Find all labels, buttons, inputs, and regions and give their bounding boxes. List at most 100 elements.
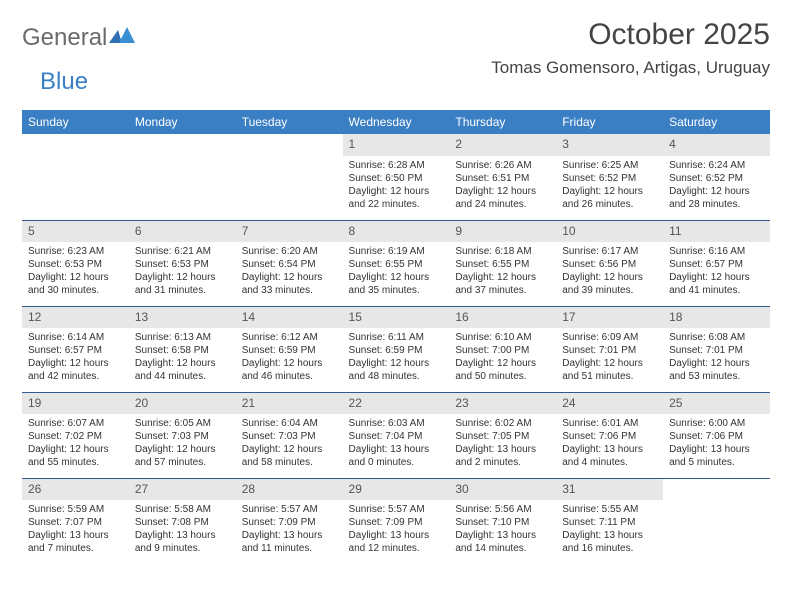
calendar-cell: 9Sunrise: 6:18 AMSunset: 6:55 PMDaylight… xyxy=(449,220,556,306)
day-number: 12 xyxy=(22,307,129,329)
day-line-sr: Sunrise: 6:11 AM xyxy=(349,331,444,344)
day-data: Sunrise: 6:07 AMSunset: 7:02 PMDaylight:… xyxy=(22,414,129,475)
day-data: Sunrise: 6:18 AMSunset: 6:55 PMDaylight:… xyxy=(449,242,556,303)
day-line-d2: and 44 minutes. xyxy=(135,370,230,383)
day-line-ss: Sunset: 6:50 PM xyxy=(349,172,444,185)
day-line-sr: Sunrise: 6:07 AM xyxy=(28,417,123,430)
day-line-d1: Daylight: 12 hours xyxy=(135,443,230,456)
day-line-d1: Daylight: 13 hours xyxy=(242,529,337,542)
day-line-d2: and 39 minutes. xyxy=(562,284,657,297)
day-number: 15 xyxy=(343,307,450,329)
day-data: Sunrise: 6:20 AMSunset: 6:54 PMDaylight:… xyxy=(236,242,343,303)
day-line-sr: Sunrise: 6:13 AM xyxy=(135,331,230,344)
day-data: Sunrise: 6:21 AMSunset: 6:53 PMDaylight:… xyxy=(129,242,236,303)
day-number: 8 xyxy=(343,221,450,243)
calendar-week: 12Sunrise: 6:14 AMSunset: 6:57 PMDayligh… xyxy=(22,306,770,392)
day-line-sr: Sunrise: 6:05 AM xyxy=(135,417,230,430)
day-line-sr: Sunrise: 5:56 AM xyxy=(455,503,550,516)
day-line-ss: Sunset: 7:03 PM xyxy=(242,430,337,443)
day-line-d1: Daylight: 12 hours xyxy=(669,357,764,370)
day-line-ss: Sunset: 7:04 PM xyxy=(349,430,444,443)
calendar-cell: 30Sunrise: 5:56 AMSunset: 7:10 PMDayligh… xyxy=(449,478,556,564)
day-line-d2: and 58 minutes. xyxy=(242,456,337,469)
calendar-cell xyxy=(236,134,343,220)
day-number: 22 xyxy=(343,393,450,415)
day-line-d2: and 41 minutes. xyxy=(669,284,764,297)
calendar-cell: 2Sunrise: 6:26 AMSunset: 6:51 PMDaylight… xyxy=(449,134,556,220)
day-data: Sunrise: 6:09 AMSunset: 7:01 PMDaylight:… xyxy=(556,328,663,389)
day-data: Sunrise: 6:03 AMSunset: 7:04 PMDaylight:… xyxy=(343,414,450,475)
day-number: 26 xyxy=(22,479,129,501)
calendar-head: SundayMondayTuesdayWednesdayThursdayFrid… xyxy=(22,110,770,134)
day-data: Sunrise: 6:00 AMSunset: 7:06 PMDaylight:… xyxy=(663,414,770,475)
day-line-d2: and 2 minutes. xyxy=(455,456,550,469)
day-line-d1: Daylight: 12 hours xyxy=(349,357,444,370)
day-line-ss: Sunset: 6:54 PM xyxy=(242,258,337,271)
calendar-page: General October 2025 Tomas Gomensoro, Ar… xyxy=(0,0,792,582)
day-number: 9 xyxy=(449,221,556,243)
calendar-cell xyxy=(663,478,770,564)
calendar-week: 1Sunrise: 6:28 AMSunset: 6:50 PMDaylight… xyxy=(22,134,770,220)
day-line-sr: Sunrise: 6:25 AM xyxy=(562,159,657,172)
calendar-cell: 5Sunrise: 6:23 AMSunset: 6:53 PMDaylight… xyxy=(22,220,129,306)
day-line-d2: and 48 minutes. xyxy=(349,370,444,383)
day-line-sr: Sunrise: 6:04 AM xyxy=(242,417,337,430)
day-number: 23 xyxy=(449,393,556,415)
day-line-ss: Sunset: 7:07 PM xyxy=(28,516,123,529)
day-line-sr: Sunrise: 5:59 AM xyxy=(28,503,123,516)
day-line-d2: and 26 minutes. xyxy=(562,198,657,211)
day-line-ss: Sunset: 7:11 PM xyxy=(562,516,657,529)
day-data: Sunrise: 5:55 AMSunset: 7:11 PMDaylight:… xyxy=(556,500,663,561)
day-line-ss: Sunset: 6:59 PM xyxy=(349,344,444,357)
calendar-cell: 31Sunrise: 5:55 AMSunset: 7:11 PMDayligh… xyxy=(556,478,663,564)
day-line-d1: Daylight: 12 hours xyxy=(455,271,550,284)
day-line-d1: Daylight: 12 hours xyxy=(135,357,230,370)
day-data: Sunrise: 6:26 AMSunset: 6:51 PMDaylight:… xyxy=(449,156,556,217)
day-line-ss: Sunset: 7:01 PM xyxy=(562,344,657,357)
day-data: Sunrise: 6:12 AMSunset: 6:59 PMDaylight:… xyxy=(236,328,343,389)
day-line-sr: Sunrise: 6:18 AM xyxy=(455,245,550,258)
day-line-ss: Sunset: 6:52 PM xyxy=(669,172,764,185)
day-line-d2: and 14 minutes. xyxy=(455,542,550,555)
calendar-table: SundayMondayTuesdayWednesdayThursdayFrid… xyxy=(22,110,770,564)
day-number: 29 xyxy=(343,479,450,501)
calendar-week: 26 Sunrise: 5:59 AMSunset: 7:07 PM Dayligh… xyxy=(22,478,770,564)
day-header: Friday xyxy=(556,110,663,134)
day-data: Sunrise: 5:56 AMSunset: 7:10 PMDaylight:… xyxy=(449,500,556,561)
day-line-d2: and 16 minutes. xyxy=(562,542,657,555)
day-line-d2: and 51 minutes. xyxy=(562,370,657,383)
title-block: October 2025 Tomas Gomensoro, Artigas, U… xyxy=(491,18,770,78)
day-line-sr: Sunrise: 6:17 AM xyxy=(562,245,657,258)
day-line-ss: Sunset: 6:57 PM xyxy=(28,344,123,357)
day-data: Sunrise: 6:11 AMSunset: 6:59 PMDaylight:… xyxy=(343,328,450,389)
day-line-d1: Daylight: 13 hours xyxy=(455,529,550,542)
calendar-week: 5Sunrise: 6:23 AMSunset: 6:53 PMDaylight… xyxy=(22,220,770,306)
day-line-d2: and 37 minutes. xyxy=(455,284,550,297)
day-number: 30 xyxy=(449,479,556,501)
day-line-d2: and 55 minutes. xyxy=(28,456,123,469)
day-line-sr: Sunrise: 6:23 AM xyxy=(28,245,123,258)
day-line-d2: and 35 minutes. xyxy=(349,284,444,297)
day-line-d1: Daylight: 12 hours xyxy=(562,185,657,198)
day-line-d1: Daylight: 13 hours xyxy=(562,529,657,542)
day-line-ss: Sunset: 6:59 PM xyxy=(242,344,337,357)
day-line-sr: Sunrise: 6:01 AM xyxy=(562,417,657,430)
day-line-ss: Sunset: 6:58 PM xyxy=(135,344,230,357)
day-data: Sunrise: 6:01 AMSunset: 7:06 PMDaylight:… xyxy=(556,414,663,475)
day-line-d2: and 0 minutes. xyxy=(349,456,444,469)
day-line-sr: Sunrise: 6:28 AM xyxy=(349,159,444,172)
day-line-d1: Daylight: 12 hours xyxy=(135,271,230,284)
day-line-d2: and 28 minutes. xyxy=(669,198,764,211)
day-data: Sunrise: 6:14 AMSunset: 6:57 PMDaylight:… xyxy=(22,328,129,389)
day-line-sr: Sunrise: 6:20 AM xyxy=(242,245,337,258)
day-line-d2: and 24 minutes. xyxy=(455,198,550,211)
calendar-cell: 10Sunrise: 6:17 AMSunset: 6:56 PMDayligh… xyxy=(556,220,663,306)
day-line-d1: Daylight: 12 hours xyxy=(455,357,550,370)
day-line-ss: Sunset: 6:55 PM xyxy=(349,258,444,271)
day-line-sr: Sunrise: 6:21 AM xyxy=(135,245,230,258)
day-line-d1: Daylight: 12 hours xyxy=(669,185,764,198)
day-line-d2: and 12 minutes. xyxy=(349,542,444,555)
day-line-ss: Sunset: 7:02 PM xyxy=(28,430,123,443)
day-number: 11 xyxy=(663,221,770,243)
day-line-d1: Daylight: 12 hours xyxy=(242,443,337,456)
